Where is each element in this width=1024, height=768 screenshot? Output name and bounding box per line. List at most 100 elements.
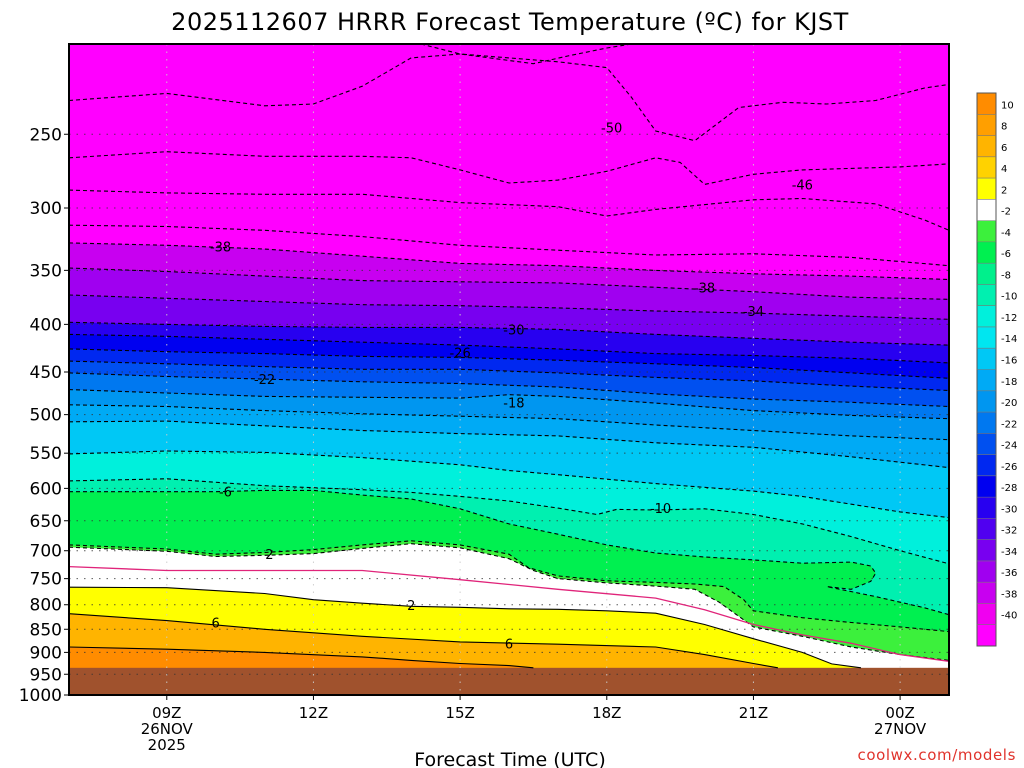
x-axis-label: Forecast Time (UTC) — [414, 749, 605, 768]
colorbar-swatch — [977, 603, 996, 626]
colorbar-swatch — [977, 305, 996, 328]
y-tick-label: 750 — [30, 570, 62, 590]
colorbar-swatch — [977, 475, 996, 498]
colorbar-tick-label: -6 — [1001, 249, 1011, 260]
y-tick-label: 450 — [30, 363, 62, 383]
plot-frame — [68, 43, 950, 696]
y-tick-label: 850 — [30, 620, 62, 640]
colorbar-swatch — [977, 433, 996, 456]
colorbar-tick-label: -30 — [1001, 504, 1017, 515]
colorbar-swatch — [977, 390, 996, 413]
y-tick-label: 800 — [30, 596, 62, 616]
contour-label: -30 — [503, 323, 524, 338]
x-tick-label: 26NOV — [141, 720, 194, 738]
colorbar-tick-label: 4 — [1001, 164, 1007, 175]
y-tick-label: 700 — [30, 542, 62, 562]
colorbar-swatch — [977, 348, 996, 370]
colorbar-swatch — [977, 624, 996, 647]
x-tick-label: 09Z — [152, 704, 181, 722]
contour-line — [69, 646, 534, 669]
contour-line — [69, 586, 862, 669]
colorbar-tick-label: 2 — [1001, 185, 1007, 196]
contour-label: 2 — [407, 599, 415, 614]
contour-label: -46 — [792, 178, 813, 193]
colorbar-swatch — [977, 518, 996, 541]
colorbar-tick-label: -2 — [1001, 207, 1011, 218]
colorbar-swatch — [977, 369, 996, 392]
y-tick-label: 250 — [30, 125, 62, 145]
y-tick-label: 1000 — [19, 686, 62, 706]
contour-line — [69, 53, 949, 142]
colorbar-swatch — [977, 284, 996, 307]
y-tick-label: 300 — [30, 199, 62, 219]
colorbar-tick-label: -38 — [1001, 589, 1017, 600]
colorbar-tick-label: -20 — [1001, 398, 1017, 409]
y-tick-label: 350 — [30, 261, 62, 281]
contour-line — [69, 565, 949, 662]
x-tick-label: 27NOV — [874, 720, 927, 738]
y-tick-label: 400 — [30, 315, 62, 335]
colorbar-swatch — [977, 263, 996, 285]
colorbar-tick-label: -32 — [1001, 526, 1017, 537]
colorbar-swatch — [977, 156, 996, 179]
y-tick-label: 950 — [30, 665, 62, 685]
contour-line — [69, 489, 949, 616]
contour-label: 2 — [265, 548, 273, 563]
colorbar-swatch — [977, 539, 996, 562]
x-tick-label: 15Z — [445, 704, 474, 722]
y-tick-label: 900 — [30, 643, 62, 663]
y-tick-label: 550 — [30, 444, 62, 464]
colorbar-swatch — [977, 135, 996, 158]
contour-line — [69, 543, 949, 661]
colorbar-tick-label: -36 — [1001, 568, 1017, 579]
y-tick-label: 650 — [30, 512, 62, 532]
colorbar-swatch — [977, 497, 996, 519]
colorbar-swatch — [977, 93, 996, 115]
colorbar-tick-label: -16 — [1001, 356, 1017, 367]
colorbar-swatch — [977, 199, 996, 222]
contour-line — [69, 450, 949, 519]
contour-label: -26 — [449, 347, 470, 362]
contour-label: -38 — [210, 241, 231, 256]
colorbar-tick-label: 6 — [1001, 143, 1007, 154]
y-tick-label: 600 — [30, 479, 62, 499]
colorbar-tick-label: 10 — [1001, 100, 1014, 111]
contour-line — [69, 389, 949, 420]
colorbar-swatch — [977, 114, 996, 137]
y-tick-label: 500 — [30, 406, 62, 426]
colorbar-tick-label: -40 — [1001, 611, 1017, 622]
x-tick-label: 18Z — [592, 704, 621, 722]
contour-line — [69, 540, 949, 633]
colorbar-tick-label: -8 — [1001, 270, 1011, 281]
colorbar: 10 8 6 4 2 -2 -4 -6 -8 -10 -12 -14 -16 -18 -20 -22 -24 -2… — [976, 92, 1017, 647]
colorbar-swatch — [977, 454, 996, 477]
colorbar-swatch — [977, 220, 996, 243]
contour-label: -18 — [503, 396, 524, 411]
plot-layers: -50 -46 -38 -38 -34 -30 -26 -22 -18 -10 -6 2 2 6 6 — [69, 44, 949, 695]
contour-label: -10 — [650, 502, 671, 517]
contour-line — [69, 613, 778, 669]
x-tick-label: 00Z — [885, 704, 914, 722]
credit-text: coolwx.com/models — [858, 746, 1017, 764]
contour-line — [69, 478, 949, 565]
y-axis: 250 300 350 400 450 500 550 600 650 700 750 800 850 9… — [19, 125, 69, 706]
colorbar-tick-label: -14 — [1001, 334, 1017, 345]
colorbar-tick-label: -34 — [1001, 547, 1017, 558]
colorbar-tick-label: -22 — [1001, 419, 1017, 430]
contour-label: -38 — [694, 281, 715, 296]
chart-title: 2025112607 HRRR Forecast Temperature (ºC… — [171, 8, 849, 36]
colorbar-swatch — [977, 412, 996, 434]
x-tick-label: 2025 — [148, 736, 186, 754]
contour-label: 6 — [505, 637, 513, 652]
colorbar-tick-label: 8 — [1001, 122, 1007, 133]
colorbar-tick-label: -12 — [1001, 313, 1017, 324]
x-tick-label: 12Z — [299, 704, 328, 722]
colorbar-tick-label: -24 — [1001, 441, 1017, 452]
colorbar-swatch — [977, 178, 996, 200]
colorbar-swatch — [977, 560, 996, 583]
colorbar-swatch — [977, 241, 996, 264]
ground-region — [69, 667, 949, 695]
colorbar-swatch — [977, 326, 996, 349]
